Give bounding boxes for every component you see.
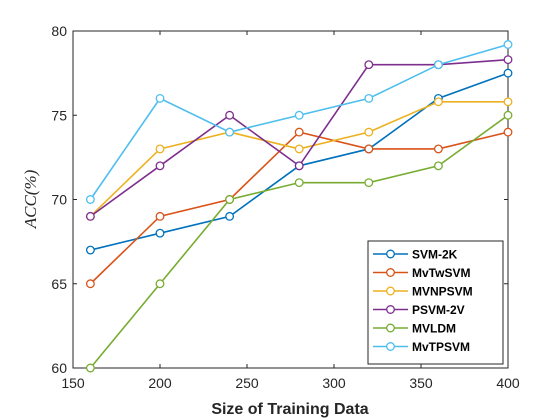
x-tick-label: 150 [61,375,85,391]
legend-marker-psvm-2v [386,305,395,314]
x-tick-label: 300 [322,375,346,391]
data-point-mvtpsvm [85,195,95,204]
data-point-mvtpsvm [364,93,374,103]
y-tick-label: 70 [51,192,67,208]
data-point-psvm-2v [364,60,374,70]
data-point-mvnpsvm [294,144,304,154]
legend-label-mvldm: MVLDM [412,322,456,336]
data-point-psvm-2v [85,211,95,221]
legend-marker-mvtwsvm [386,268,395,277]
legend-label-mvtpsvm: MvTPSVM [412,340,470,354]
series-layer [85,40,513,373]
data-point-mvtpsvm [225,127,235,137]
data-point-psvm-2v [503,55,513,65]
legend-label-svm-2k: SVM-2K [412,248,458,262]
legend: SVM-2K MvTwSVM MVNPSVM PSVM-2V MVLDM MvTPSVM [367,240,504,365]
data-point-svm-2k [225,211,235,221]
data-point-mvtwsvm [503,127,513,137]
legend-marker-svm-2k [386,249,395,259]
axis-ticks: 150 200 250 300 350 400 60 65 70 75 80 [51,23,519,391]
data-point-mvnpsvm [433,97,443,107]
y-tick-label: 80 [51,23,67,39]
data-point-mvtwsvm [85,279,95,289]
data-point-svm-2k [155,228,165,238]
data-point-mvtpsvm [503,40,513,49]
legend-label-mvnpsvm: MVNPSVM [412,285,473,299]
x-tick-label: 400 [496,375,520,391]
data-point-mvtwsvm [155,211,165,221]
y-tick-label: 75 [51,107,67,123]
data-point-mvtwsvm [364,144,374,154]
data-point-mvldm [85,363,95,373]
data-point-svm-2k [85,245,95,255]
data-point-mvldm [225,195,235,204]
legend-label-mvtwsvm: MvTwSVM [412,266,470,280]
data-point-mvldm [364,178,374,188]
legend-marker-mvldm [386,323,395,333]
data-point-mvtpsvm [294,110,304,120]
legend-marker-mvtpsvm [386,342,395,351]
data-point-psvm-2v [155,161,165,171]
x-tick-label: 200 [148,375,172,391]
data-point-mvldm [433,161,443,171]
data-point-mvtwsvm [433,144,443,154]
data-point-mvtpsvm [433,60,443,70]
data-point-mvnpsvm [155,144,165,154]
data-point-mvtpsvm [155,93,165,103]
data-point-mvtwsvm [294,127,304,137]
data-point-svm-2k [503,68,513,78]
data-point-mvldm [503,110,513,120]
data-point-mvnpsvm [364,127,374,137]
data-point-mvldm [294,178,304,188]
data-point-mvnpsvm [503,97,513,107]
x-tick-label: 250 [235,375,259,391]
data-point-mvldm [155,279,165,289]
y-tick-label: 65 [51,276,67,292]
legend-marker-mvnpsvm [386,286,395,296]
legend-label-psvm-2v: PSVM-2V [412,303,465,317]
x-axis-title: Size of Training Data [211,401,368,418]
y-tick-label: 60 [51,360,67,376]
data-point-psvm-2v [225,110,235,120]
x-tick-label: 350 [409,375,433,391]
y-axis-title: ACC(%) [21,169,40,229]
data-point-psvm-2v [294,161,304,171]
